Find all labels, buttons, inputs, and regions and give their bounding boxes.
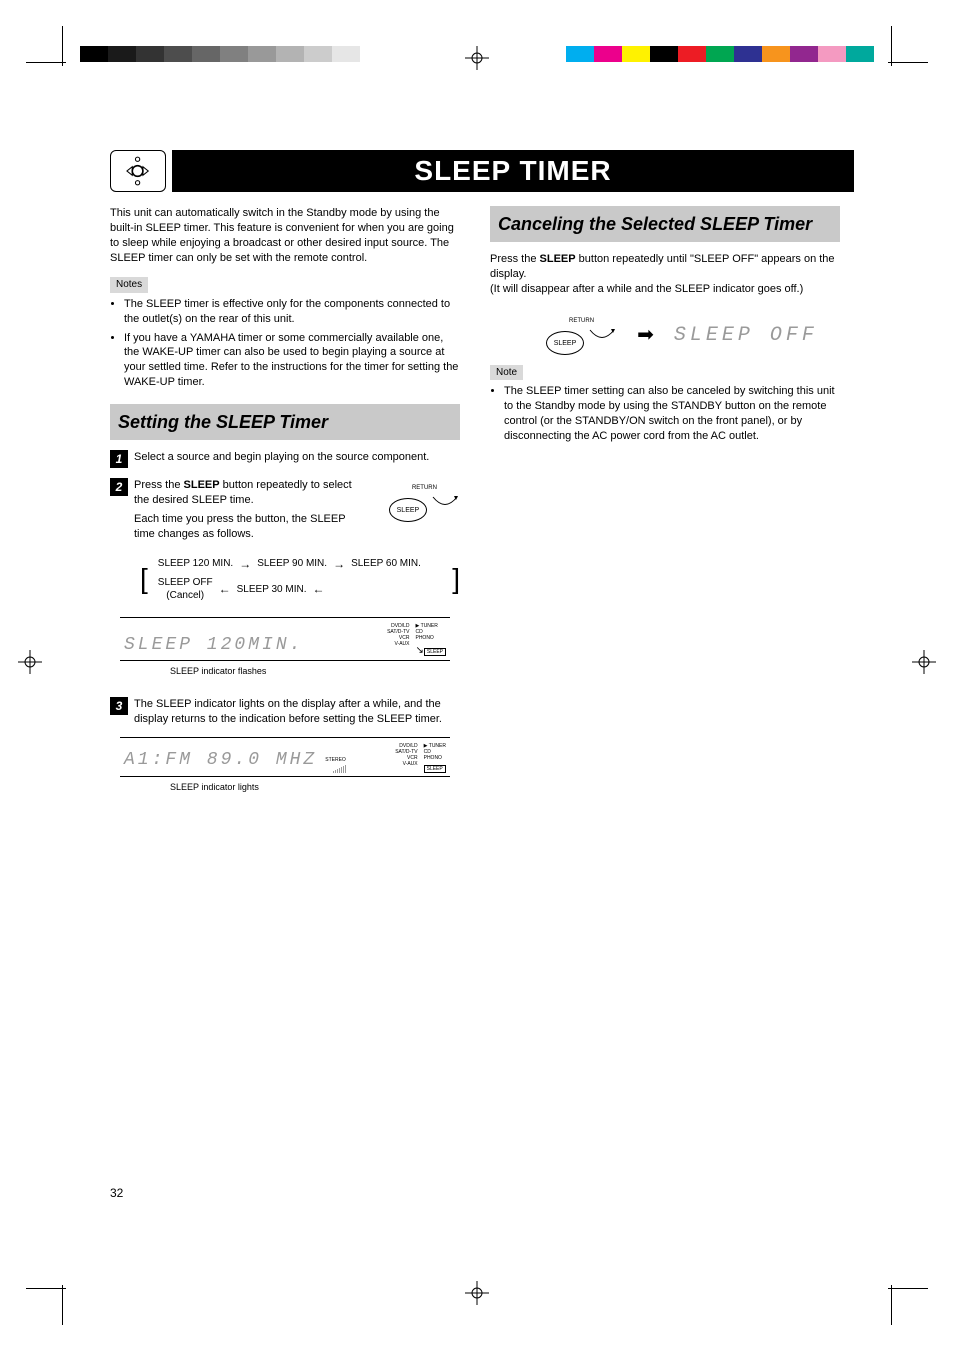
stereo-indicator: STEREO (325, 757, 346, 773)
timeline-item: SLEEP 120 MIN. (158, 557, 233, 571)
step-number: 2 (110, 478, 128, 496)
timeline-item: SLEEP OFF (158, 576, 213, 590)
timeline-item: SLEEP 30 MIN. (237, 583, 307, 597)
return-label: RETURN (389, 484, 460, 492)
remote-control-icon (110, 150, 166, 192)
step-body: Select a source and begin playing on the… (134, 450, 460, 468)
sleep-indicator: SLEEP (424, 765, 446, 773)
cancel-text-d: (It will disappear after a while and the… (490, 282, 840, 297)
note-item: The SLEEP timer setting can also be canc… (504, 384, 840, 443)
lcd-src: V-AUX (387, 641, 409, 647)
sleep-button-figure: RETURN SLEEP (389, 484, 460, 522)
registration-mark-icon (465, 46, 489, 70)
sleep-button-figure: RETURN SLEEP (546, 317, 617, 355)
lcd-src: TUNER (421, 623, 438, 629)
left-column: This unit can automatically switch in th… (110, 206, 460, 813)
level-bars-icon (333, 765, 346, 773)
step2-sleep-bold: SLEEP (184, 479, 220, 491)
cancel-text-a: Press the (490, 253, 540, 265)
color-swatch-bar (566, 46, 874, 62)
step-body: Press the SLEEP button repeatedly to sel… (134, 478, 460, 541)
stereo-label: STEREO (325, 757, 346, 764)
right-column: Canceling the Selected SLEEP Timer Press… (490, 206, 840, 454)
lcd-source-list: DVD/LD SAT/D-TV VCR V-AUX ▶ TUNER CD PHO… (387, 623, 446, 657)
sleep-button-icon: SLEEP (389, 498, 427, 522)
page-number: 32 (110, 1186, 123, 1200)
crop-mark (891, 26, 892, 66)
cancel-note-block: Note The SLEEP timer setting can also be… (490, 365, 840, 444)
crop-mark (888, 1288, 928, 1289)
bracket-icon: [ (140, 572, 148, 586)
sleep-time-sequence: [ SLEEP 120 MIN. → SLEEP 90 MIN. → SLEEP… (140, 556, 460, 603)
press-arrow-icon (430, 494, 460, 512)
cancel-sleep-bold: SLEEP (540, 253, 576, 265)
crop-mark (26, 62, 66, 63)
lcd-src: TUNER (429, 743, 446, 749)
step-number: 1 (110, 450, 128, 468)
arrow-icon: ← (219, 581, 231, 597)
note-item: The SLEEP timer is effective only for th… (124, 297, 460, 327)
timeline-cancel: (Cancel) (166, 589, 204, 603)
crop-mark (891, 1285, 892, 1325)
crop-mark (888, 62, 928, 63)
step-number: 3 (110, 697, 128, 715)
lcd2-caption: SLEEP indicator lights (170, 781, 460, 793)
step-body: The SLEEP indicator lights on the displa… (134, 697, 460, 727)
note-item: If you have a YAMAHA timer or some comme… (124, 331, 460, 390)
registration-mark-icon (18, 650, 42, 674)
arrow-icon: → (333, 556, 345, 572)
lcd-source-list: DVD/LD SAT/D-TV VCR V-AUX ▶ TUNER CD PHO… (395, 743, 446, 773)
press-arrow-icon (587, 327, 617, 345)
indicator-arrow-icon: ↘ (415, 645, 423, 656)
step-3: 3 The SLEEP indicator lights on the disp… (110, 697, 460, 727)
crop-mark (62, 26, 63, 66)
lcd-src: SAT/D-TV (395, 749, 417, 755)
lcd-src: PHONO (424, 755, 446, 761)
lcd-display-2: A1:FM 89.0 MHZ STEREO DVD/LD SAT/D-TV VC… (120, 737, 450, 777)
setting-header: Setting the SLEEP Timer (110, 404, 460, 440)
sleep-button-icon: SLEEP (546, 331, 584, 355)
arrow-icon: ← (312, 581, 324, 597)
intro-paragraph: This unit can automatically switch in th… (110, 206, 460, 265)
lcd-text: A1:FM 89.0 MHZ (124, 748, 317, 772)
lcd-src: PHONO (415, 635, 446, 641)
crop-mark (26, 1288, 66, 1289)
lcd-text-large: SLEEP OFF (674, 322, 818, 349)
bracket-icon: ] (452, 572, 460, 586)
canceling-header: Canceling the Selected SLEEP Timer (490, 206, 840, 242)
timeline-item: SLEEP 60 MIN. (351, 557, 421, 571)
lcd1-caption: SLEEP indicator flashes (170, 665, 460, 677)
notes-block: Notes The SLEEP timer is effective only … (110, 277, 460, 390)
page-title: SLEEP TIMER (172, 150, 854, 192)
crop-mark (62, 1285, 63, 1325)
arrow-icon: → (239, 556, 251, 572)
step2-text-d: Each time you press the button, the SLEE… (134, 512, 369, 542)
lcd-src: DVD/LD (387, 623, 409, 629)
registration-mark-icon (465, 1281, 489, 1305)
step-1: 1 Select a source and begin playing on t… (110, 450, 460, 468)
notes-label: Notes (110, 277, 148, 293)
page-content: SLEEP TIMER This unit can automatically … (100, 100, 854, 1200)
cancel-paragraph: Press the SLEEP button repeatedly until … (490, 252, 840, 297)
lcd-src: DVD/LD (395, 743, 417, 749)
return-label: RETURN (546, 317, 617, 325)
gray-swatch-bar (80, 46, 360, 62)
sleep-indicator: SLEEP (424, 648, 446, 656)
step2-text-a: Press the (134, 479, 184, 491)
lcd-src: SAT/D-TV (387, 629, 409, 635)
note-label: Note (490, 365, 523, 381)
timeline-item: SLEEP 90 MIN. (257, 557, 327, 571)
cancel-figure-row: RETURN SLEEP ➡ SLEEP OFF (546, 317, 840, 355)
lcd-src: V-AUX (395, 761, 417, 767)
lcd-text: SLEEP 120MIN. (124, 633, 303, 657)
lcd-display-1: SLEEP 120MIN. DVD/LD SAT/D-TV VCR V-AUX … (120, 617, 450, 661)
arrow-icon: ➡ (637, 322, 654, 349)
registration-mark-icon (912, 650, 936, 674)
step-2: 2 Press the SLEEP button repeatedly to s… (110, 478, 460, 541)
